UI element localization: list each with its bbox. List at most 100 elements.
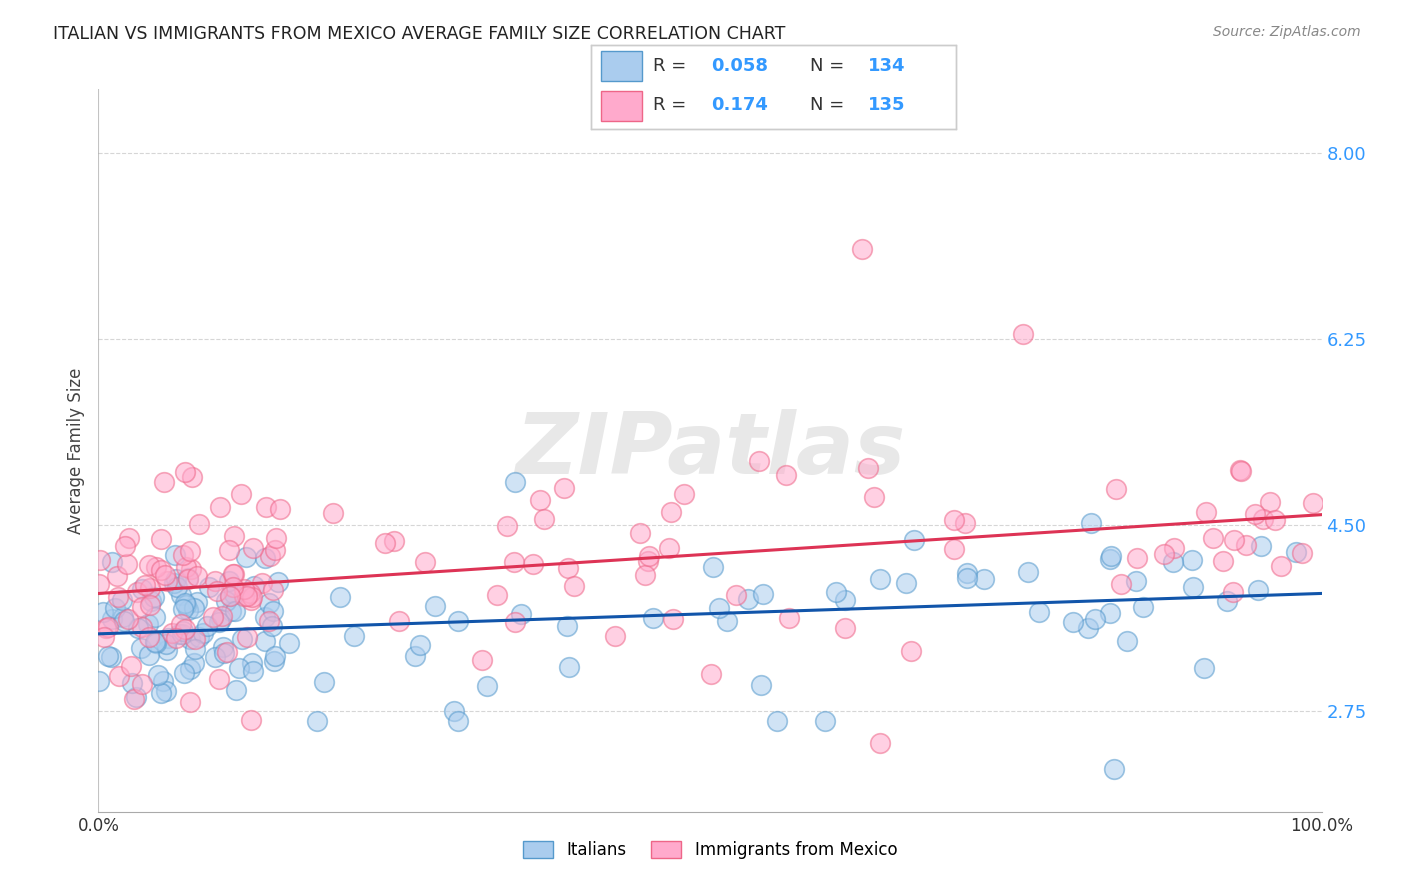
Point [263,654,285,668]
Point [218,543,240,558]
Point [1125,574,1147,588]
Point [605,629,627,643]
Point [443,704,465,718]
Point [138,558,160,572]
Point [1109,577,1132,591]
Point [1084,612,1107,626]
Point [176,571,198,585]
Point [219,590,242,604]
Point [240,657,263,671]
Point [834,621,856,635]
Point [267,574,290,589]
Point [1116,634,1139,648]
Point [1270,558,1292,573]
Point [125,690,148,705]
Point [179,662,201,676]
Point [235,630,257,644]
Point [141,593,163,607]
Point [1028,606,1050,620]
Point [1181,552,1204,566]
Text: R =: R = [652,96,697,114]
Point [183,632,205,647]
Point [111,593,134,607]
Point [1264,513,1286,527]
Point [187,517,209,532]
Point [156,574,179,588]
Point [1285,545,1308,559]
Point [222,567,245,582]
Point [170,588,193,602]
Point [262,583,284,598]
Point [209,500,232,514]
Point [555,619,578,633]
Text: R =: R = [652,57,692,75]
Point [1098,552,1121,566]
Point [1161,555,1184,569]
Point [725,588,748,602]
Point [1163,541,1185,555]
Point [1234,538,1257,552]
Point [155,637,177,651]
Point [211,609,233,624]
Point [1077,621,1099,635]
Point [1195,505,1218,519]
Point [232,590,254,604]
Point [139,581,162,595]
Point [165,631,187,645]
Point [160,626,183,640]
Point [404,649,426,664]
Point [195,619,218,633]
Point [716,614,738,628]
Point [174,465,197,479]
Point [165,572,187,586]
Point [1222,584,1244,599]
Point [778,610,800,624]
Point [101,555,124,569]
Point [1194,661,1216,675]
Point [1212,554,1234,568]
Point [181,470,204,484]
Point [208,615,231,629]
Point [408,638,430,652]
Point [131,620,153,634]
Point [170,627,193,641]
Point [127,585,149,599]
Point [1247,583,1270,598]
Point [197,580,219,594]
Point [503,555,526,569]
Point [179,695,201,709]
Point [894,575,917,590]
Point [163,576,186,591]
Point [322,506,344,520]
Point [118,531,141,545]
Point [956,566,979,580]
Point [260,619,283,633]
Point [156,643,179,657]
Point [1201,531,1223,545]
Point [942,513,965,527]
Point [172,602,194,616]
Point [153,475,176,489]
Point [174,560,197,574]
Bar [602,91,641,120]
Point [150,532,173,546]
Point [155,683,177,698]
Point [93,630,115,644]
Point [204,574,226,588]
Point [224,587,246,601]
Point [215,645,238,659]
Point [139,598,162,612]
Text: Source: ZipAtlas.com: Source: ZipAtlas.com [1213,25,1361,39]
Point [239,586,262,600]
Point [172,548,194,562]
Point [863,490,886,504]
Point [814,714,837,729]
Point [167,627,190,641]
Point [166,580,188,594]
Point [183,601,205,615]
Point [510,607,533,621]
Point [124,692,146,706]
Point [749,678,772,692]
Point [150,563,173,577]
Point [522,557,544,571]
